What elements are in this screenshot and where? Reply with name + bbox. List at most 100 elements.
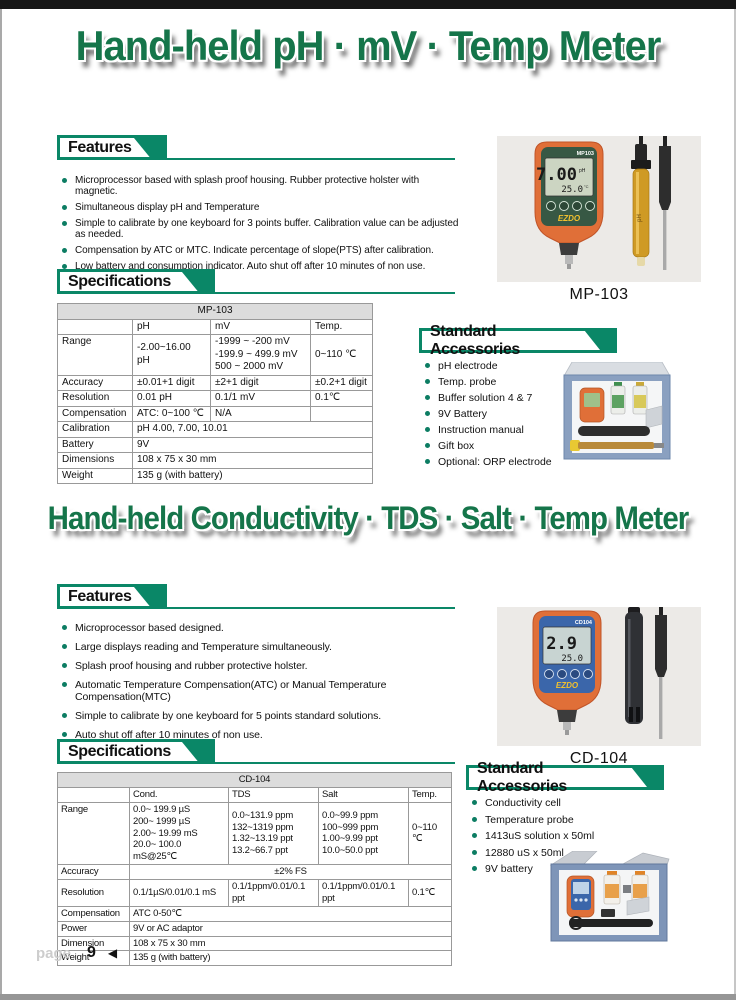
accessory-text: Instruction manual <box>438 424 524 436</box>
bullet-icon <box>425 379 430 384</box>
feature-text: Microprocessor based designed. <box>75 622 224 634</box>
specifications-heading-box: Specifications <box>57 269 215 294</box>
list-item: Temperature probe <box>470 814 640 826</box>
heading-rule-line <box>215 292 455 294</box>
table-row: Resolution 0.1/1µS/0.01/0.1 mS 0.1/1ppm/… <box>57 879 453 907</box>
list-item: 1413uS solution x 50ml <box>470 830 640 842</box>
mp103-product-photo: MP103 7.00 pH 25.0 °C EZDO <box>497 136 701 282</box>
specifications-heading-cond: Specifications <box>57 739 455 764</box>
cell: TDS <box>228 786 319 803</box>
cd104-product-photo: CD104 2.9 25.0 EZDO <box>497 607 701 746</box>
cell: Compensation <box>57 405 133 422</box>
specifications-heading-box: Specifications <box>57 739 215 764</box>
cell: 0.1/1ppm/0.01/0.1 ppt <box>228 879 319 907</box>
cell: Range <box>57 801 130 866</box>
cell: Weight <box>57 467 133 484</box>
temp-probe-illustration <box>655 607 667 739</box>
cell: Accuracy <box>57 864 130 880</box>
table-row: Power 9V or AC adaptor <box>57 920 453 937</box>
bullet-icon <box>472 849 477 855</box>
cell: mV <box>210 318 311 335</box>
list-item: 12880 uS x 50ml <box>470 847 640 859</box>
table-row: Calibration pH 4.00, 7.00, 10.01 <box>57 421 374 438</box>
cell: Battery <box>57 436 133 453</box>
cell: ±2+1 digit <box>210 374 311 391</box>
heading-flag-shape <box>134 138 164 157</box>
cell: Resolution <box>57 879 130 907</box>
accessories-heading-label: Standard Accessories <box>430 322 520 358</box>
temp-probe-illustration <box>659 136 671 270</box>
product-caption-mp103: MP-103 <box>569 286 629 303</box>
cell: -1999 ~ -200 mV -199.9 ~ 499.9 mV 500 ~ … <box>210 334 311 376</box>
bullet-icon <box>62 178 67 183</box>
cell: -2.00~16.00 pH <box>132 334 211 376</box>
cell: ±0.2+1 digit <box>309 374 374 391</box>
feature-text: Simultaneous display pH and Temperature <box>75 202 260 213</box>
accessory-text: 12880 uS x 50ml <box>485 846 564 859</box>
bullet-icon <box>472 816 477 822</box>
page-footer: page 9 ◀ <box>36 944 117 962</box>
cell: 0~110 ℃ <box>309 334 374 376</box>
feature-text: Splash proof housing and rubber protecti… <box>75 660 308 672</box>
accessory-text: Temperature probe <box>485 813 574 826</box>
cd104-meter-illustration: CD104 2.9 25.0 EZDO <box>532 610 602 735</box>
table-row: pH mV Temp. <box>57 318 374 335</box>
bullet-icon <box>62 264 67 269</box>
list-item: Automatic Temperature Compensation(ATC) … <box>60 679 462 703</box>
cell: 0.1/1 mV <box>210 390 311 407</box>
features-list-cond: Microprocessor based designed. Large dis… <box>60 622 462 748</box>
accessory-text: 9V battery <box>485 863 533 875</box>
cell: 0~110 ℃ <box>407 801 453 866</box>
table-row: Accuracy ±2% FS <box>57 864 453 880</box>
table-row: Battery 9V <box>57 436 374 453</box>
table-row: Range -2.00~16.00 pH -1999 ~ -200 mV -19… <box>57 334 374 376</box>
list-item: 9V battery <box>470 863 640 875</box>
cell: 0.0~131.9 ppm 132~1319 ppm 1.32~13.19 pp… <box>228 801 319 866</box>
table-row: CD-104 <box>56 772 453 788</box>
meter-model-label: CD104 <box>575 620 593 626</box>
cell: Resolution <box>57 390 133 407</box>
lcd-main-reading: 7.00 <box>536 165 577 185</box>
brand-logo: EZDO <box>558 214 581 223</box>
cell: 0.1/1µS/0.01/0.1 mS <box>129 879 229 907</box>
list-item: Conductivity cell <box>470 797 640 809</box>
list-item: Simultaneous display pH and Temperature <box>60 202 462 213</box>
bullet-icon <box>425 363 430 368</box>
list-item: Low battery and consumption indicator. A… <box>60 261 462 272</box>
heading-flag-shape <box>182 742 212 761</box>
cell: 135 g (with battery) <box>131 467 374 484</box>
cell <box>309 405 374 422</box>
cell: 0.1℃ <box>309 390 374 407</box>
heading-rule-line <box>167 158 455 160</box>
bullet-icon <box>62 205 67 210</box>
feature-text: Simple to calibrate by one keyboard for … <box>75 710 382 722</box>
accessory-text: Buffer solution 4 & 7 <box>438 392 533 404</box>
accessory-text: pH electrode <box>438 360 498 372</box>
cd104-spec-table: CD-104 Cond. TDS Salt Temp. Range 0.0~ 1… <box>56 772 453 967</box>
feature-text: Auto shut off after 10 minutes of non us… <box>75 729 263 741</box>
cell: Cond. <box>129 786 229 803</box>
accessories-heading-ph: Standard Accessories <box>419 323 617 358</box>
gift-box-photo-cond <box>549 851 670 942</box>
bullet-icon <box>472 866 477 871</box>
list-item: Microprocessor based with splash proof h… <box>60 175 462 197</box>
cell: Accuracy <box>57 374 133 391</box>
top-black-bar <box>0 0 736 9</box>
cell: 108 x 75 x 30 mm <box>128 935 453 952</box>
table-row: Cond. TDS Salt Temp. <box>57 786 453 803</box>
table-model-cell: MP-103 <box>56 303 374 320</box>
list-item: Optional: ORP electrode <box>423 456 573 468</box>
accessories-heading-cond: Standard Accessories <box>466 760 664 795</box>
accessory-text: Optional: ORP electrode <box>438 456 552 468</box>
cell: N/A <box>210 405 311 422</box>
list-item: Large displays reading and Temperature s… <box>60 641 462 653</box>
accessory-text: Conductivity cell <box>485 797 561 809</box>
specifications-heading-label: Specifications <box>68 272 171 290</box>
bottom-gray-bar <box>0 994 736 1000</box>
cell: ATC 0-50℃ <box>128 905 453 922</box>
feature-text: Automatic Temperature Compensation(ATC) … <box>75 679 387 703</box>
bullet-icon <box>425 459 430 464</box>
cell: 0.0~99.9 ppm 100~999 ppm 1.00~9.99 ppt 1… <box>318 801 409 866</box>
list-item: Simple to calibrate by one keyboard for … <box>60 710 462 722</box>
